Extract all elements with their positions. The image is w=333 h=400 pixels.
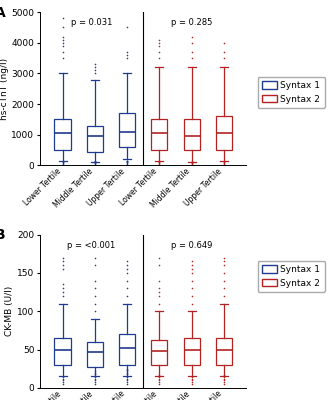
PathPatch shape (55, 120, 71, 150)
PathPatch shape (119, 334, 135, 365)
Y-axis label: CK-MB (U/l): CK-MB (U/l) (5, 286, 14, 336)
PathPatch shape (87, 342, 103, 366)
Legend: Syntax 1, Syntax 2: Syntax 1, Syntax 2 (258, 260, 325, 292)
Text: B: B (0, 228, 5, 242)
PathPatch shape (151, 120, 167, 150)
Text: A: A (0, 6, 5, 20)
Legend: Syntax 1, Syntax 2: Syntax 1, Syntax 2 (258, 76, 325, 108)
PathPatch shape (183, 338, 200, 365)
Text: p = 0.649: p = 0.649 (171, 241, 212, 250)
Text: p = 0.285: p = 0.285 (171, 18, 212, 27)
PathPatch shape (216, 338, 232, 365)
PathPatch shape (151, 340, 167, 365)
PathPatch shape (87, 126, 103, 152)
PathPatch shape (119, 113, 135, 147)
PathPatch shape (183, 120, 200, 150)
Text: p = <0.001: p = <0.001 (68, 241, 116, 250)
Y-axis label: hs-cTnT (ng/l): hs-cTnT (ng/l) (0, 58, 9, 120)
Text: p = 0.031: p = 0.031 (71, 18, 112, 27)
PathPatch shape (216, 116, 232, 150)
PathPatch shape (55, 338, 71, 365)
